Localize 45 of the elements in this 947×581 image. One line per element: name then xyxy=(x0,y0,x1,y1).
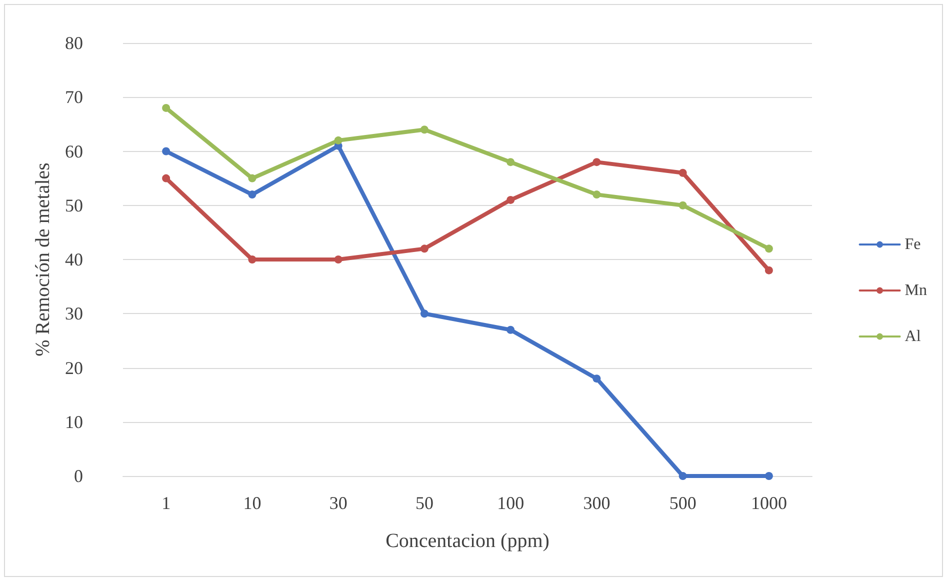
point xyxy=(420,310,428,318)
y-tick-label: 10 xyxy=(65,412,83,432)
y-tick-label: 0 xyxy=(74,466,83,486)
y-axis-title: % Remoción de metales xyxy=(32,162,54,356)
x-tick-label: 50 xyxy=(415,493,434,513)
point xyxy=(764,244,773,253)
point xyxy=(162,174,170,182)
x-tick-label: 300 xyxy=(583,493,610,513)
point xyxy=(248,174,256,182)
x-tick-label: 1 xyxy=(162,493,171,513)
point xyxy=(764,472,773,480)
point xyxy=(764,266,773,274)
y-tick-label: 20 xyxy=(65,358,83,378)
x-tick-label: 10 xyxy=(243,493,262,513)
point xyxy=(334,256,342,264)
point xyxy=(248,190,256,199)
point xyxy=(334,136,342,144)
point xyxy=(420,244,428,253)
y-tick-label: 80 xyxy=(65,33,83,53)
y-tick-label: 30 xyxy=(65,304,83,324)
point xyxy=(678,201,687,210)
point xyxy=(506,196,515,204)
point xyxy=(592,374,601,383)
point xyxy=(506,326,515,334)
legend-label: Mn xyxy=(904,282,928,299)
x-tick-label: 1000 xyxy=(750,493,787,513)
legend-label: Al xyxy=(904,328,922,345)
x-tick-label: 500 xyxy=(669,493,696,513)
y-tick-label: 70 xyxy=(65,87,83,108)
point xyxy=(162,147,170,156)
y-tick-label: 40 xyxy=(65,250,83,270)
point xyxy=(248,256,256,264)
x-tick-label: 30 xyxy=(329,493,348,513)
point xyxy=(678,168,687,177)
legend-label: Fe xyxy=(904,236,921,253)
point xyxy=(592,158,601,166)
point xyxy=(678,472,687,480)
x-tick-label: 100 xyxy=(497,493,524,513)
y-tick-label: 50 xyxy=(65,195,83,216)
point xyxy=(592,190,601,199)
y-tick-label: 60 xyxy=(65,141,83,162)
point xyxy=(506,158,515,166)
point xyxy=(162,104,170,112)
point xyxy=(420,126,428,134)
x-axis-title: Concentacion (ppm) xyxy=(386,530,550,552)
